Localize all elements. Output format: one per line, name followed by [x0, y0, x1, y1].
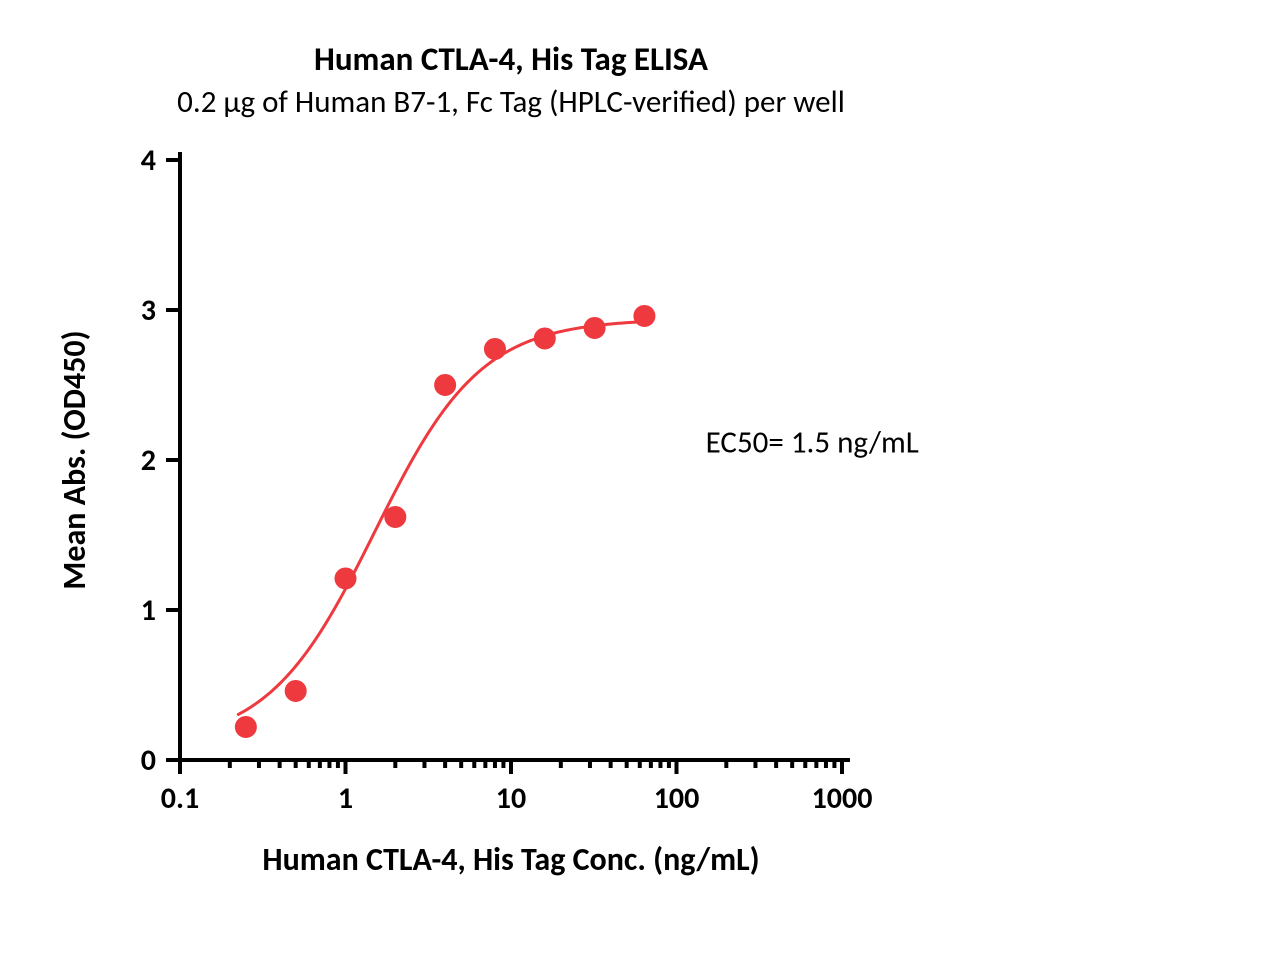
x-tick-label: 1000: [812, 780, 873, 817]
data-point: [534, 328, 555, 349]
data-point: [335, 568, 356, 589]
elisa-chart: Human CTLA-4, His Tag ELISA 0.2 μg of Hum…: [0, 0, 1285, 975]
data-point: [385, 507, 406, 528]
data-point: [484, 339, 505, 360]
x-axis-label: Human CTLA-4, His Tag Conc. (ng/mL): [262, 840, 759, 879]
chart-svg: Human CTLA-4, His Tag ELISA 0.2 μg of Hum…: [0, 0, 1285, 975]
chart-background: [0, 0, 1285, 975]
y-tick-label: 0: [141, 742, 156, 779]
x-tick-label: 1: [338, 780, 353, 817]
x-tick-label: 10: [496, 780, 526, 817]
y-tick-label: 4: [141, 142, 156, 179]
data-point: [435, 375, 456, 396]
data-point: [285, 681, 306, 702]
y-tick-label: 1: [141, 592, 156, 629]
data-point: [584, 318, 605, 339]
chart-subtitle: 0.2 μg of Human B7-1, Fc Tag (HPLC-verif…: [177, 83, 845, 121]
ec50-annotation: EC50= 1.5 ng/mL: [706, 424, 919, 462]
y-tick-label: 2: [141, 442, 156, 479]
chart-title: Human CTLA-4, His Tag ELISA: [314, 39, 708, 79]
data-point: [235, 717, 256, 738]
x-tick-label: 0.1: [161, 780, 199, 817]
y-axis-label: Mean Abs. (OD450): [55, 330, 94, 589]
data-point: [634, 306, 655, 327]
x-tick-label: 100: [654, 780, 700, 817]
y-tick-label: 3: [141, 292, 156, 329]
